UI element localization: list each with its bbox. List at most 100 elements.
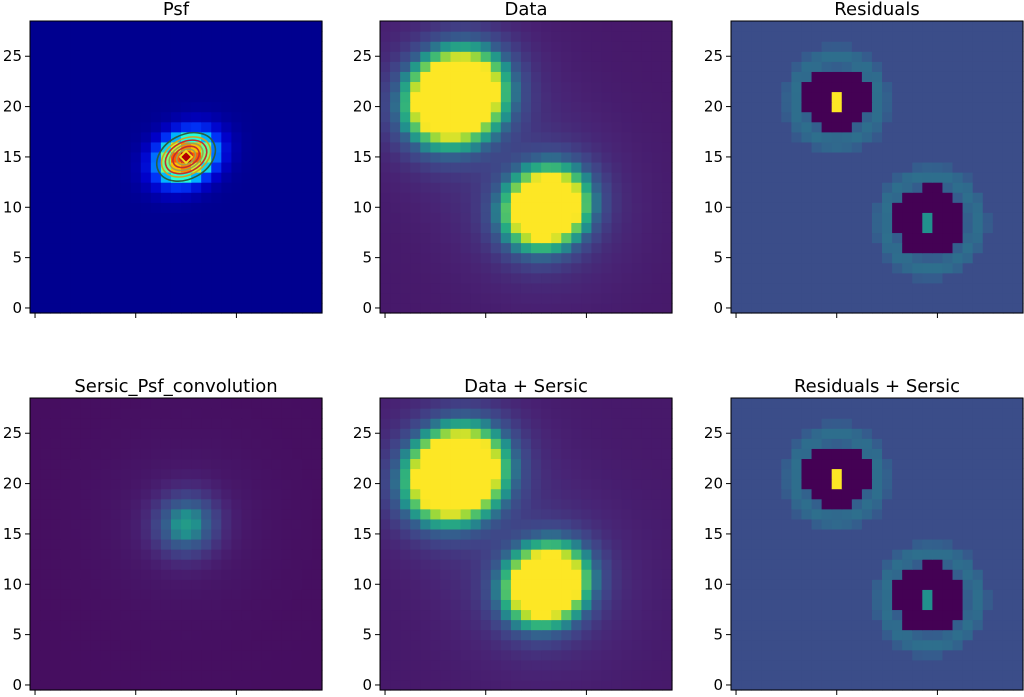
heatmap-cell	[551, 212, 562, 223]
heatmap-cell	[1002, 282, 1014, 294]
heatmap-cell	[641, 302, 653, 314]
heatmap-cell	[510, 151, 522, 163]
heatmap-cell	[912, 141, 923, 153]
heatmap-cell	[631, 538, 643, 550]
heatmap-cell	[450, 222, 462, 234]
heatmap-cell	[611, 669, 623, 681]
heatmap-cell	[221, 589, 232, 600]
heatmap-cell	[962, 282, 974, 294]
heatmap-cell	[861, 71, 873, 83]
heatmap-cell	[611, 549, 623, 560]
heatmap-cell	[211, 559, 222, 570]
heatmap-cell	[400, 192, 411, 203]
heatmap-cell	[60, 488, 71, 500]
heatmap-cell	[601, 569, 613, 580]
heatmap-cell	[470, 71, 482, 83]
heatmap-cell	[520, 488, 532, 500]
heatmap-cell	[581, 101, 593, 113]
heatmap-cell	[561, 272, 572, 284]
heatmap-cell	[70, 202, 81, 213]
heatmap-cell	[631, 262, 643, 274]
heatmap-cell	[241, 262, 253, 274]
heatmap-cell	[851, 252, 863, 264]
heatmap-cell	[641, 91, 653, 103]
heatmap-cell	[201, 272, 212, 284]
heatmap-cell	[982, 478, 994, 490]
heatmap-cell	[801, 659, 813, 671]
heatmap-cell	[110, 609, 122, 621]
heatmap-cell	[761, 182, 772, 193]
heatmap-cell	[561, 121, 572, 133]
heatmap-cell	[410, 418, 421, 429]
heatmap-cell	[430, 619, 442, 631]
heatmap-cell	[181, 619, 192, 631]
heatmap-cell	[60, 619, 71, 631]
heatmap-cell	[70, 659, 81, 671]
heatmap-cell	[651, 21, 663, 32]
heatmap-cell	[100, 619, 112, 631]
heatmap-cell	[80, 232, 92, 244]
heatmap-cell	[120, 212, 132, 223]
heatmap-cell	[651, 81, 663, 93]
heatmap-cell	[390, 151, 401, 163]
heatmap-cell	[261, 51, 273, 62]
heatmap-cell	[140, 141, 152, 153]
heatmap-cell	[420, 629, 431, 641]
heatmap-cell	[741, 538, 752, 550]
heatmap-cell	[942, 679, 954, 691]
heatmap-cell	[30, 599, 41, 611]
heatmap-cell	[912, 599, 923, 611]
heatmap-cell	[992, 468, 1004, 480]
heatmap-cell	[110, 61, 122, 72]
heatmap-cell	[60, 31, 71, 42]
heatmap-cell	[60, 408, 71, 419]
heatmap-cell	[952, 161, 964, 173]
heatmap-cell	[621, 679, 633, 691]
heatmap-cell	[480, 408, 492, 419]
heatmap-cell	[520, 659, 532, 671]
heatmap-cell	[861, 222, 873, 234]
heatmap-cell	[922, 549, 933, 560]
heatmap-cell	[60, 292, 71, 304]
heatmap-cell	[581, 121, 593, 133]
heatmap-cell	[1002, 262, 1014, 274]
heatmap-cell	[902, 111, 913, 123]
heatmap-cell	[150, 252, 162, 264]
heatmap-cell	[231, 549, 243, 560]
heatmap-cell	[390, 262, 401, 274]
heatmap-cell	[380, 282, 391, 294]
heatmap-cell	[30, 151, 41, 163]
heatmap-cell	[251, 679, 263, 691]
heatmap-cell	[731, 549, 742, 560]
heatmap-cell	[611, 488, 623, 500]
heatmap-cell	[651, 212, 663, 223]
heatmap-cell	[80, 131, 92, 143]
heatmap-cell	[531, 272, 542, 284]
heatmap-cell	[761, 488, 772, 500]
heatmap-cell	[811, 488, 823, 500]
heatmap-cell	[420, 619, 431, 631]
heatmap-cell	[601, 61, 613, 72]
heatmap-cell	[460, 31, 472, 42]
heatmap-cell	[80, 151, 92, 163]
heatmap-cell	[510, 428, 522, 439]
heatmap-cell	[420, 468, 431, 480]
heatmap-cell	[50, 639, 61, 651]
heatmap-cell	[771, 262, 782, 274]
heatmap-cell	[871, 91, 883, 103]
heatmap-cell	[390, 569, 401, 580]
heatmap-cell	[281, 649, 293, 661]
heatmap-cell	[561, 629, 572, 641]
heatmap-cell	[541, 71, 552, 83]
heatmap-cell	[231, 202, 243, 213]
heatmap-cell	[140, 639, 152, 651]
heatmap-cell	[440, 589, 452, 600]
heatmap-cell	[221, 599, 232, 611]
heatmap-cell	[221, 398, 232, 409]
heatmap-cell	[520, 639, 532, 651]
heatmap-cell	[591, 589, 603, 600]
heatmap-cell	[110, 528, 122, 540]
heatmap-cell	[791, 302, 803, 314]
heatmap-cell	[1012, 101, 1024, 113]
heatmap-cell	[90, 639, 102, 651]
